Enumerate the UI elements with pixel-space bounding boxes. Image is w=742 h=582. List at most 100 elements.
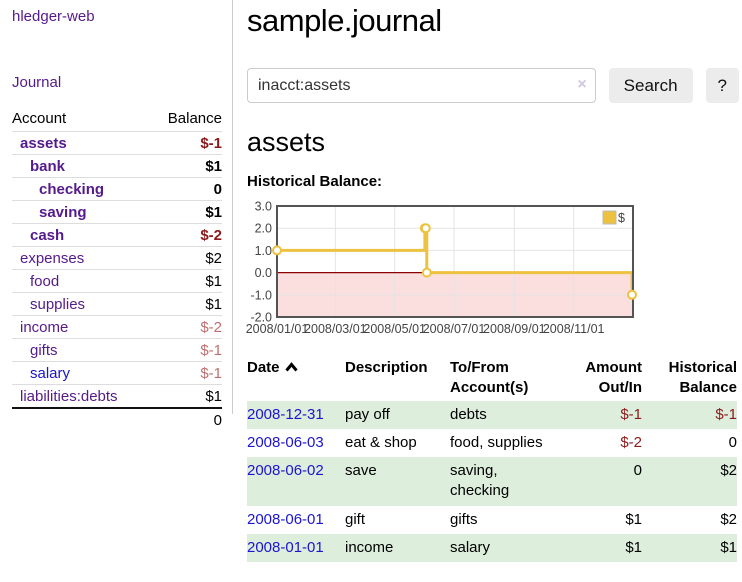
transaction-date-link[interactable]: 2008-01-01 bbox=[247, 538, 324, 556]
transaction-date-link[interactable]: 2008-06-02 bbox=[247, 462, 324, 479]
accounts-table-body: assets $-1 bank $1 checking 0 saving $1 cash $-2 e… bbox=[12, 131, 222, 408]
search-input-wrap: × bbox=[247, 68, 596, 103]
account-link[interactable]: supplies bbox=[30, 295, 86, 313]
svg-text:2008/05/01: 2008/05/01 bbox=[363, 322, 426, 336]
svg-text:$: $ bbox=[618, 211, 625, 225]
register-table: Date Description To/From Account(s) Amou… bbox=[247, 356, 737, 562]
chart-canvas: $3.0 2.0 1.0 0.0 -1.0 -2.02008/01/012008/03/0… bbox=[246, 200, 638, 336]
account-row: salary $-1 bbox=[12, 361, 222, 385]
transaction-amount: $-2 bbox=[620, 433, 642, 451]
transaction-balance: 0 bbox=[728, 433, 737, 451]
register-header-row: Date Description To/From Account(s) Amou… bbox=[247, 356, 737, 401]
account-balance: $-1 bbox=[150, 131, 222, 155]
account-heading: assets bbox=[247, 127, 326, 157]
account-balance: $1 bbox=[150, 292, 222, 316]
transaction-date-link[interactable]: 2008-12-31 bbox=[247, 405, 324, 423]
account-row: food $1 bbox=[12, 269, 222, 293]
account-link[interactable]: bank bbox=[30, 157, 66, 175]
register-row: 2008-06-02 save saving, checking 0 $2 bbox=[247, 457, 737, 506]
transaction-accounts: saving, checking bbox=[450, 457, 570, 506]
accounts-total-value: 0 bbox=[150, 407, 222, 431]
account-row: checking 0 bbox=[12, 177, 222, 201]
transaction-date: 2008-06-02 bbox=[247, 457, 345, 506]
register-table-body: 2008-12-31 pay off debts $-1 $-1 2008-06-03 ea… bbox=[247, 400, 737, 562]
account-link[interactable]: gifts bbox=[30, 341, 58, 359]
account-balance: $1 bbox=[150, 154, 222, 178]
accounts-header-account: Account bbox=[12, 110, 67, 127]
account-row: expenses $2 bbox=[12, 246, 222, 270]
transaction-description: pay off bbox=[345, 400, 450, 429]
account-link[interactable]: expenses bbox=[20, 249, 85, 267]
account-balance: $-1 bbox=[150, 361, 222, 385]
transaction-amount: $1 bbox=[625, 510, 642, 528]
svg-text:2008/01/01: 2008/01/01 bbox=[246, 322, 309, 336]
account-row: liabilities:debts $1 bbox=[12, 384, 222, 408]
svg-text:2008/11/01: 2008/11/01 bbox=[543, 322, 605, 336]
transaction-date: 2008-06-01 bbox=[247, 506, 345, 534]
account-row: saving $1 bbox=[12, 200, 222, 224]
register-header-amount: Amount Out/In bbox=[585, 359, 642, 397]
account-balance: 0 bbox=[150, 177, 222, 201]
account-balance: $1 bbox=[150, 384, 222, 408]
register-row: 2008-06-01 gift gifts $1 $2 bbox=[247, 506, 737, 534]
account-row: supplies $1 bbox=[12, 292, 222, 316]
register-header-date[interactable]: Date bbox=[247, 356, 345, 401]
transaction-accounts: salary bbox=[450, 533, 570, 562]
transaction-description: save bbox=[345, 457, 450, 506]
transaction-date: 2008-12-31 bbox=[247, 400, 345, 429]
account-link[interactable]: salary bbox=[30, 364, 71, 382]
svg-text:1.0: 1.0 bbox=[255, 244, 272, 258]
transaction-description: gift bbox=[345, 510, 366, 528]
account-balance: $1 bbox=[150, 269, 222, 293]
svg-text:-1.0: -1.0 bbox=[250, 288, 272, 302]
transaction-accounts: gifts bbox=[450, 510, 478, 528]
app-brand-link[interactable]: hledger-web bbox=[12, 8, 95, 25]
svg-text:2008/07/01: 2008/07/01 bbox=[423, 322, 486, 336]
account-link[interactable]: saving bbox=[39, 203, 87, 221]
register-row: 2008-12-31 pay off debts $-1 $-1 bbox=[247, 400, 737, 429]
account-balance: $-2 bbox=[150, 223, 222, 247]
accounts-balance-table: Account Balance assets $-1 bank $1 checking 0… bbox=[12, 108, 222, 431]
transaction-balance: $1 bbox=[642, 533, 737, 562]
account-row: gifts $-1 bbox=[12, 338, 222, 362]
account-row: assets $-1 bbox=[12, 131, 222, 155]
clear-search-icon[interactable]: × bbox=[577, 76, 587, 93]
sidebar-item-journal[interactable]: Journal bbox=[12, 74, 62, 91]
accounts-total-row: 0 bbox=[12, 407, 222, 431]
transaction-balance: $2 bbox=[642, 457, 737, 506]
sidebar: hledger-web Journal Account Balance asse… bbox=[0, 0, 233, 431]
page-title: sample.journal bbox=[247, 3, 442, 38]
account-link[interactable]: cash bbox=[30, 226, 65, 244]
transaction-date-link[interactable]: 2008-06-01 bbox=[247, 510, 324, 528]
transaction-amount: 0 bbox=[570, 457, 642, 506]
register-header-accounts: To/From Account(s) bbox=[450, 359, 529, 397]
account-balance: $2 bbox=[150, 246, 222, 270]
transaction-balance: $-1 bbox=[642, 400, 737, 429]
account-link[interactable]: assets bbox=[20, 134, 67, 152]
account-row: cash $-2 bbox=[12, 223, 222, 247]
help-button[interactable]: ? bbox=[705, 68, 739, 103]
transaction-description: eat & shop bbox=[345, 433, 417, 451]
svg-text:2008/03/01: 2008/03/01 bbox=[304, 322, 367, 336]
search-input[interactable] bbox=[247, 68, 596, 103]
account-link[interactable]: checking bbox=[39, 180, 105, 198]
account-link[interactable]: food bbox=[30, 272, 60, 290]
account-link[interactable]: income bbox=[20, 318, 69, 336]
transaction-accounts: debts bbox=[450, 400, 570, 429]
register-header-balance: Historical Balance bbox=[668, 359, 737, 397]
account-row: income $-2 bbox=[12, 315, 222, 339]
search-button[interactable]: Search bbox=[608, 68, 693, 103]
historical-balance-chart: $3.0 2.0 1.0 0.0 -1.0 -2.0 2008/01/01 2008/03/0… bbox=[246, 197, 739, 339]
transaction-date-link[interactable]: 2008-06-03 bbox=[247, 433, 324, 451]
account-link[interactable]: liabilities:debts bbox=[20, 387, 118, 405]
svg-text:-2.0: -2.0 bbox=[250, 311, 272, 325]
search-form: × Search ? bbox=[247, 68, 739, 103]
transaction-date: 2008-01-01 bbox=[247, 533, 345, 562]
account-balance: $-2 bbox=[150, 315, 222, 339]
sort-asc-icon bbox=[284, 359, 298, 379]
chart-title: Historical Balance: bbox=[247, 173, 383, 190]
transaction-balance: $2 bbox=[720, 510, 737, 528]
transaction-amount: $-1 bbox=[570, 400, 642, 429]
transaction-accounts: food, supplies bbox=[450, 433, 543, 451]
main-content: sample.journal × Search ? assets Histori… bbox=[246, 0, 739, 562]
